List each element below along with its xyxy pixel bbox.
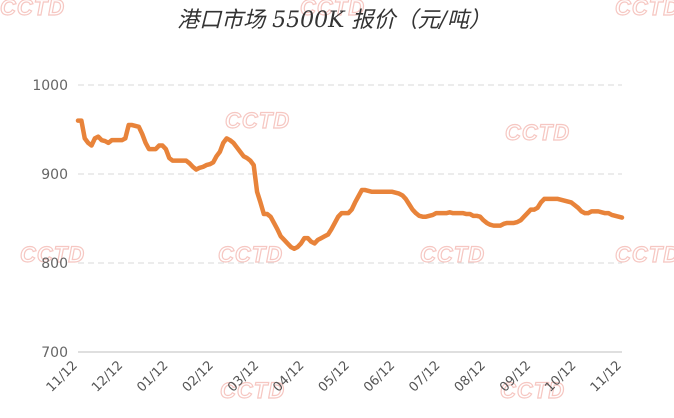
y-axis: 700 800 900 1000 [32,78,68,361]
x-tick-label: 05/12 [316,358,353,395]
watermark: CCTD [220,378,285,403]
y-tick-label: 700 [41,345,68,361]
y-tick-label: 1000 [32,78,68,94]
watermark: CCTD [500,378,565,403]
x-tick-label: 08/12 [452,358,489,395]
x-tick-label: 01/12 [134,358,171,395]
x-tick-label: 04/12 [270,358,307,395]
y-tick-label: 900 [41,167,68,183]
x-tick-label: 07/12 [406,358,443,395]
x-tick-label: 06/12 [361,358,398,395]
series-line [75,118,625,252]
watermark: CCTD [300,0,365,20]
x-tick-label: 02/12 [180,358,217,395]
watermark: CCTD [20,242,85,267]
watermark: CCTD [615,0,674,20]
watermark: CCTD [615,242,674,267]
x-tick-label: 12/12 [89,358,126,395]
gridlines [78,84,622,353]
x-tick-label: 11/12 [44,358,81,395]
watermark: CCTD [0,0,65,20]
chart-title: 港口市场 5500K 报价（元/吨） [177,8,491,33]
y-tick-label: 800 [41,256,68,272]
watermark: CCTD [505,120,570,145]
watermark: CCTD [225,108,290,133]
x-tick-label: 11/12 [588,358,625,395]
